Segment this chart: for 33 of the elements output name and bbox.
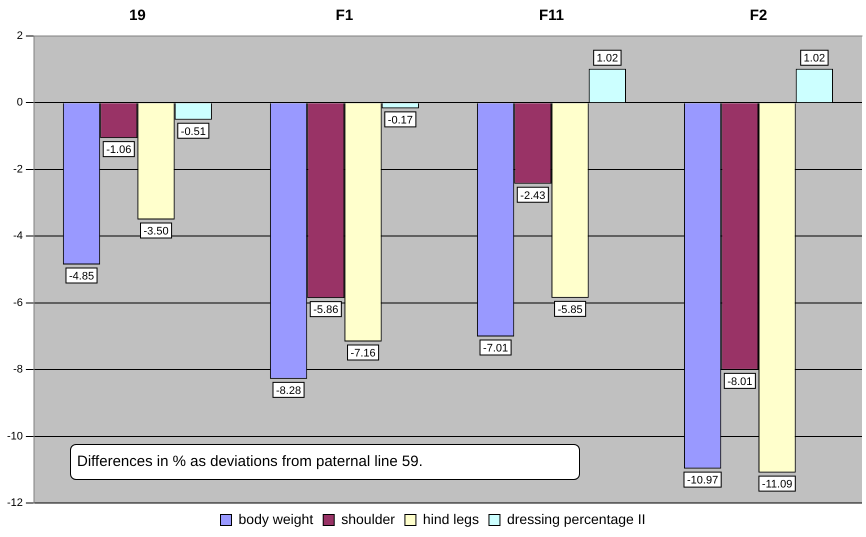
data-label: -3.50 — [144, 225, 169, 238]
y-tick-label: -12 — [6, 497, 23, 510]
y-tick-label: 0 — [16, 96, 23, 109]
x-tick-label: F11 — [538, 7, 564, 24]
data-label: -0.17 — [388, 114, 413, 126]
data-label: -7.01 — [483, 342, 508, 355]
x-tick-label: F1 — [336, 7, 354, 24]
x-tick-label: 19 — [129, 7, 146, 24]
y-tick-label: -2 — [13, 163, 23, 176]
y-tick-label: 2 — [16, 30, 23, 42]
y-tick-label: -10 — [6, 430, 23, 442]
y-tick-label: -4 — [13, 230, 23, 242]
y-tick-label: -8 — [13, 364, 23, 376]
data-label: -1.06 — [106, 144, 132, 156]
y-tick-label: -6 — [13, 296, 23, 309]
data-label: -4.85 — [68, 270, 94, 283]
data-label: -5.86 — [313, 304, 338, 316]
data-label: -0.51 — [180, 126, 206, 138]
data-label: -10.97 — [686, 474, 718, 487]
data-label: -2.43 — [520, 190, 546, 202]
data-label: -8.01 — [727, 376, 752, 388]
x-tick-label: F2 — [750, 7, 768, 24]
data-label: -11.09 — [762, 478, 792, 491]
data-label: -8.28 — [276, 384, 302, 397]
legend-label: hind legs — [422, 510, 479, 527]
legend-label: shoulder — [341, 510, 396, 527]
legend-label: dressing percentage II — [506, 510, 646, 527]
legend-label: body weight — [238, 510, 314, 527]
data-label: -5.85 — [558, 304, 583, 316]
data-label: 1.02 — [596, 52, 618, 65]
data-label: -7.16 — [350, 348, 376, 360]
data-label: 1.02 — [804, 52, 826, 65]
note-box: Differences in % as deviations from paternal line 59. — [70, 444, 580, 480]
